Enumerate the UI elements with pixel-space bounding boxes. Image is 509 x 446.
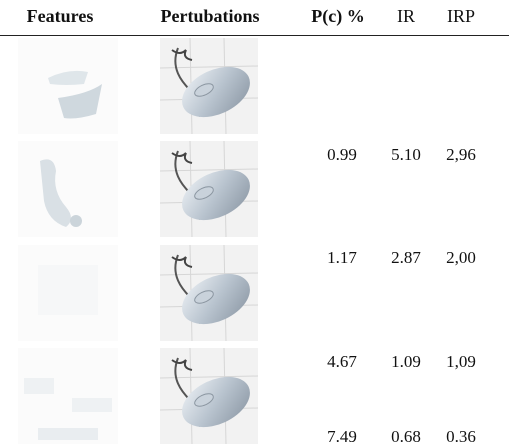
perturbation-image [160,141,258,237]
table-cell: 2,96 [446,145,476,164]
header-cell: IRP [446,6,476,26]
header-cell: Pertubations [160,6,260,26]
header-cell: IR [397,6,415,26]
header-rule [0,35,509,36]
table-cell: 0.99 [327,145,357,164]
table-cell: 1.17 [327,248,357,267]
table-cell: 7.49 [327,427,357,446]
feature-image [18,245,118,341]
table-cell: 4.67 [327,352,357,371]
header-cell: P(c) % [311,6,365,26]
table-cell: 1.09 [391,352,421,371]
table-cell: 1,09 [446,352,476,371]
feature-image [18,38,118,134]
table-cell: 2,00 [446,248,476,267]
feature-image [18,141,118,237]
feature-image [18,348,118,444]
table-cell: 5.10 [391,145,421,164]
table-cell: 0.36 [446,427,476,446]
perturbation-image [160,245,258,341]
header-cell: Features [26,6,94,26]
perturbation-image [160,348,258,444]
table-cell: 2.87 [391,248,421,267]
table-cell: 0.68 [391,427,421,446]
perturbation-image [160,38,258,134]
